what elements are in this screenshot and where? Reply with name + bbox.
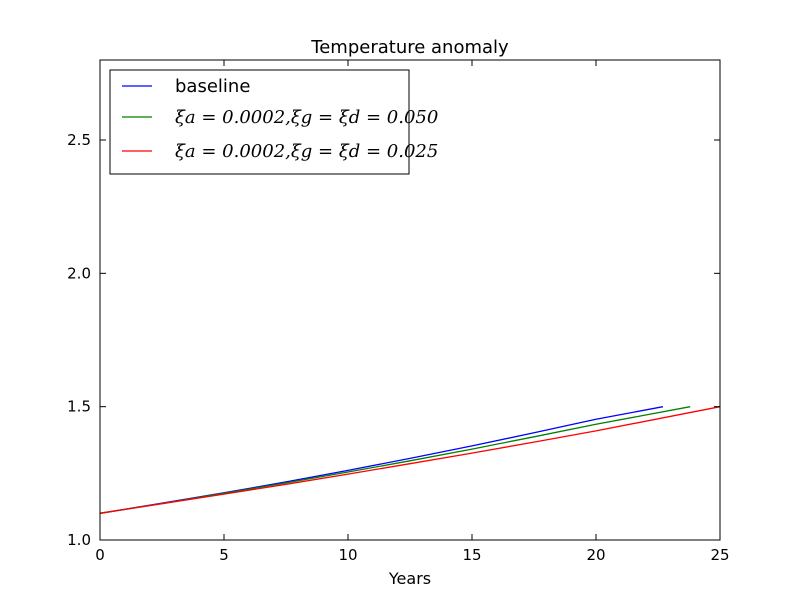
plot-frame — [99, 59, 721, 541]
series-line-2 — [99, 406, 721, 514]
legend-box — [109, 69, 410, 175]
y-tick-label: 2.0 — [67, 264, 91, 282]
y-tick-label: 1.0 — [67, 531, 91, 549]
legend-label-series-2: ξa = 0.0002,ξg = ξd = 0.050 — [175, 107, 438, 128]
chart-title: Temperature anomaly — [310, 37, 509, 58]
legend-label-baseline: baseline — [175, 76, 250, 97]
x-tick-label: 20 — [586, 546, 605, 564]
x-tick-label: 25 — [710, 546, 729, 564]
y-tick-label: 1.5 — [67, 398, 91, 416]
legend-label-series-3: ξa = 0.0002,ξg = ξd = 0.025 — [175, 141, 438, 162]
x-tick-label: 15 — [462, 546, 481, 564]
x-tick-label: 10 — [338, 546, 357, 564]
series-line-0 — [99, 406, 664, 514]
x-tick-label: 5 — [219, 546, 229, 564]
plot-lines — [99, 406, 721, 514]
legend: baseline ξa = 0.0002,ξg = ξd = 0.050 ξa … — [109, 69, 438, 175]
ticks: 0 5 10 15 20 25 1.0 1.5 2.0 2.5 — [67, 60, 730, 564]
x-tick-label: 0 — [95, 546, 105, 564]
x-axis-label: Years — [388, 569, 431, 588]
series-line-1 — [99, 406, 691, 514]
y-tick-label: 2.5 — [67, 131, 91, 149]
